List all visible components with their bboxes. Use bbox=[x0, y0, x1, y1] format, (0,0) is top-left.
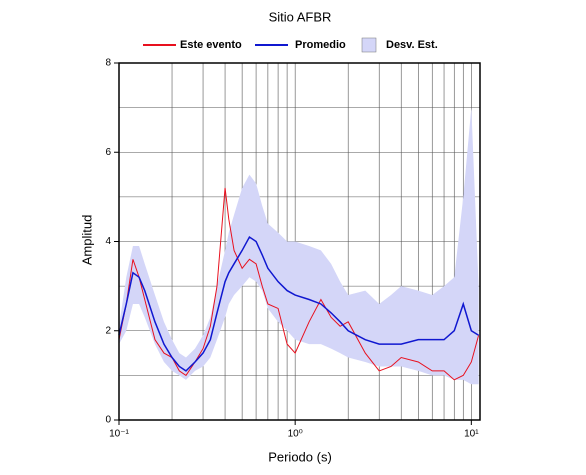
x-tick-label: 10¹ bbox=[464, 429, 479, 440]
std-band bbox=[119, 107, 479, 385]
x-tick-label: 10⁻¹ bbox=[109, 429, 129, 440]
x-tick-label: 10⁰ bbox=[288, 429, 303, 440]
y-tick-label: 0 bbox=[105, 415, 111, 426]
y-axis-label: Amplitud bbox=[79, 215, 94, 266]
chart-title: Sitio AFBR bbox=[269, 9, 332, 24]
series-line bbox=[118, 235, 480, 372]
y-tick-label: 2 bbox=[105, 325, 111, 336]
legend-swatch bbox=[361, 37, 377, 53]
x-axis-label: Periodo (s) bbox=[268, 449, 332, 464]
legend-label: Desv. Est. bbox=[386, 39, 438, 51]
plot-frame bbox=[118, 62, 481, 421]
y-tick-label: 8 bbox=[105, 58, 111, 69]
legend-label: Promedio bbox=[295, 39, 346, 51]
y-tick-label: 6 bbox=[105, 147, 111, 158]
y-tick-label: 4 bbox=[105, 236, 111, 247]
series-line bbox=[118, 187, 480, 381]
legend-label: Este evento bbox=[180, 39, 242, 51]
